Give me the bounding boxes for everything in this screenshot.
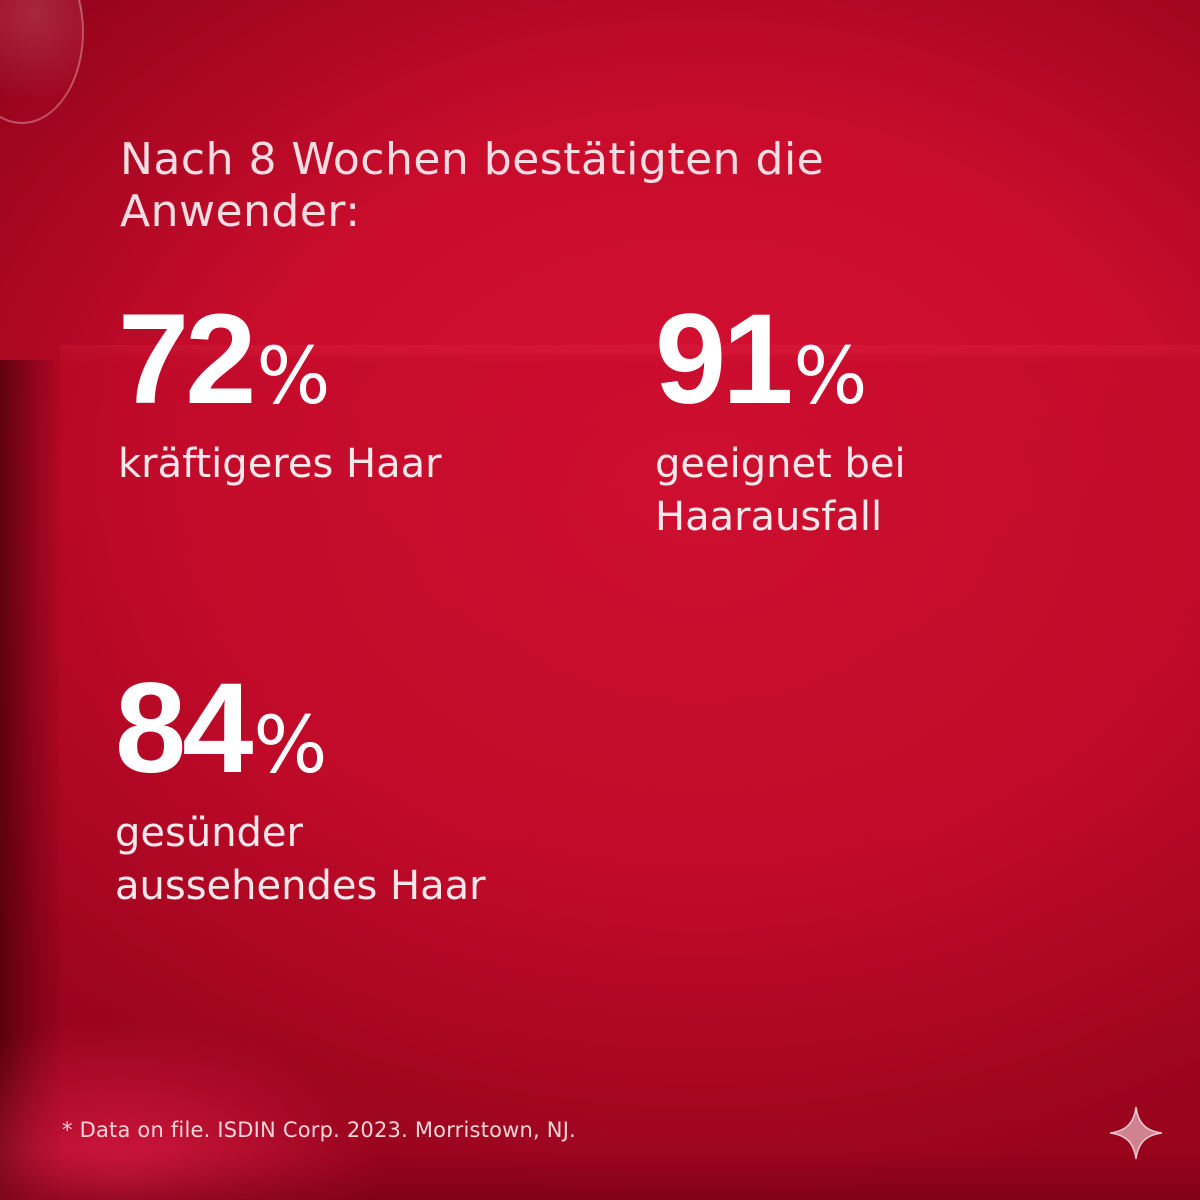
bubble-decoration xyxy=(0,0,84,124)
stat-label: kräftigeres Haar xyxy=(118,441,442,487)
product-box-top-edge xyxy=(60,345,1200,363)
bottom-shadow-band xyxy=(0,1150,1200,1200)
stat-value: 91 % xyxy=(655,296,906,424)
stat-number: 91 xyxy=(655,288,793,431)
footnote: * Data on file. ISDIN Corp. 2023. Morris… xyxy=(62,1118,576,1142)
percent-sign: % xyxy=(256,332,331,422)
stat-value: 84 % xyxy=(115,665,486,793)
stat-label: gesünder aussehendes Haar xyxy=(115,810,486,909)
sparkle-icon xyxy=(1109,1106,1163,1160)
headline: Nach 8 Wochen bestätigten die Anwender: xyxy=(120,134,825,237)
stat-strength: 72 % kräftigeres Haar xyxy=(118,296,442,491)
stat-value: 72 % xyxy=(118,296,442,424)
stat-label: geeignet bei Haarausfall xyxy=(655,441,906,540)
stat-number: 84 xyxy=(115,657,253,800)
stat-healthy-look: 84 % gesünder aussehendes Haar xyxy=(115,665,486,913)
stat-number: 72 xyxy=(118,288,256,431)
percent-sign: % xyxy=(253,701,328,791)
stat-hair-loss: 91 % geeignet bei Haarausfall xyxy=(655,296,906,544)
percent-sign: % xyxy=(793,332,868,422)
